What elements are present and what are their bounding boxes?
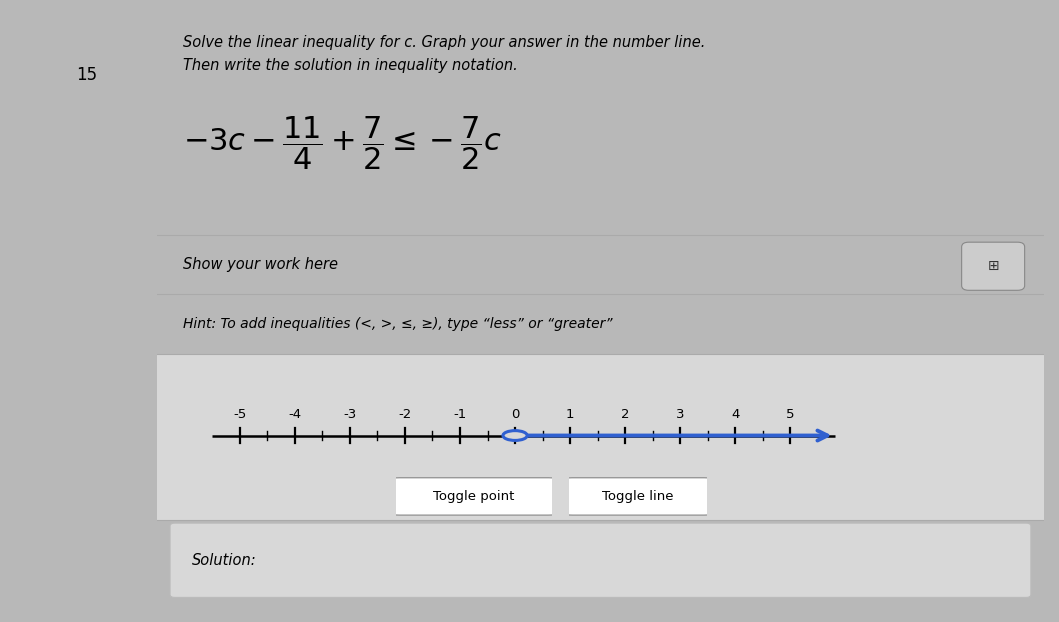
Text: -4: -4 xyxy=(288,408,302,421)
Text: -3: -3 xyxy=(343,408,357,421)
Text: Then write the solution in inequality notation.: Then write the solution in inequality no… xyxy=(183,58,518,73)
Text: 0: 0 xyxy=(510,408,519,421)
Text: $-3c - \dfrac{11}{4} + \dfrac{7}{2} \leq -\dfrac{7}{2}c$: $-3c - \dfrac{11}{4} + \dfrac{7}{2} \leq… xyxy=(183,114,502,172)
Text: 5: 5 xyxy=(786,408,794,421)
Text: -5: -5 xyxy=(233,408,247,421)
Circle shape xyxy=(503,430,527,440)
Text: 2: 2 xyxy=(621,408,629,421)
Text: 4: 4 xyxy=(731,408,739,421)
FancyBboxPatch shape xyxy=(157,354,1044,520)
Text: Toggle point: Toggle point xyxy=(433,490,515,503)
Text: Solve the linear inequality for c. Graph your answer in the number line.: Solve the linear inequality for c. Graph… xyxy=(183,34,705,50)
Text: Toggle line: Toggle line xyxy=(603,490,674,503)
Text: 1: 1 xyxy=(566,408,574,421)
Text: ⊞: ⊞ xyxy=(987,259,999,273)
Text: Show your work here: Show your work here xyxy=(183,258,339,272)
Text: -1: -1 xyxy=(453,408,467,421)
Text: Hint: To add inequalities (<, >, ≤, ≥), type “less” or “greater”: Hint: To add inequalities (<, >, ≤, ≥), … xyxy=(183,317,613,331)
FancyBboxPatch shape xyxy=(170,523,1030,597)
FancyBboxPatch shape xyxy=(962,242,1025,290)
FancyBboxPatch shape xyxy=(392,478,556,515)
Text: 15: 15 xyxy=(76,66,96,83)
Text: -2: -2 xyxy=(398,408,412,421)
Text: 3: 3 xyxy=(676,408,684,421)
Text: Solution:: Solution: xyxy=(193,553,257,568)
FancyBboxPatch shape xyxy=(566,478,711,515)
